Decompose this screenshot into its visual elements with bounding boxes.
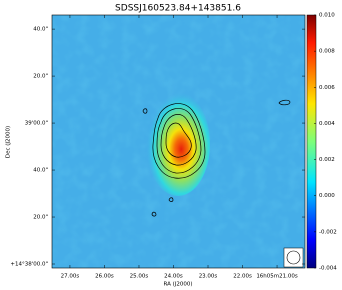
y-axis-label: Dec (J2000) — [6, 126, 12, 158]
colorbar-tick-label: 0.002 — [319, 157, 335, 163]
y-tick-label: 40.0" — [33, 27, 48, 33]
x-tick-label: 25.00s — [130, 274, 149, 280]
colorbar — [306, 14, 317, 269]
colorbar-tick-label: 0.004 — [319, 121, 335, 127]
y-tick-label: +14°38'00.0" — [10, 262, 48, 268]
y-tick-label: 40.0" — [33, 168, 48, 174]
x-tick-label: 22.00s — [233, 274, 252, 280]
y-tick-label: 20.0" — [33, 215, 48, 221]
x-tick-label: 23.00s — [199, 274, 218, 280]
chart-title: SDSSJ160523.84+143851.6 — [115, 4, 241, 14]
colorbar-tick-label: -0.002 — [319, 229, 337, 235]
x-tick-label: 16h05m21.00s — [256, 274, 298, 280]
x-tick-label: 24.00s — [164, 274, 183, 280]
y-tick-label: 20.0" — [33, 74, 48, 80]
image-frame — [51, 14, 306, 269]
colorbar-tick-label: 0.000 — [319, 193, 335, 199]
colorbar-tick-label: -0.004 — [319, 266, 337, 272]
x-axis-label: RA (J2000) — [163, 282, 192, 288]
x-tick-label: 27.00s — [61, 274, 80, 280]
colorbar-tick-label: 0.008 — [319, 49, 335, 55]
x-tick-label: 26.00s — [95, 274, 114, 280]
y-tick-label: 39'00.0" — [25, 121, 48, 127]
colorbar-tick-label: 0.010 — [319, 13, 335, 19]
colorbar-tick-label: 0.006 — [319, 85, 335, 91]
image — [52, 15, 305, 268]
